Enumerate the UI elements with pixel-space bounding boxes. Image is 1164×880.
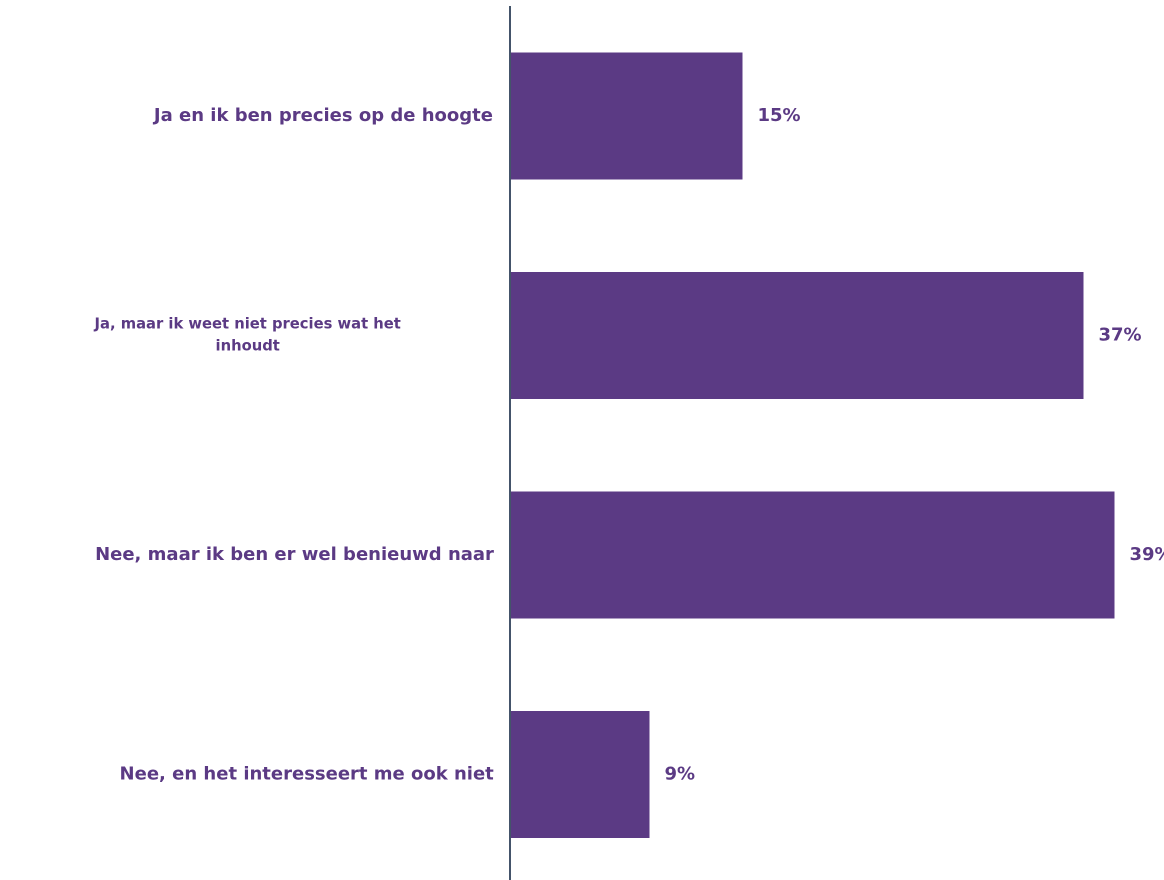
value-label-3: 39% <box>1130 544 1164 565</box>
bar-3 <box>510 491 1115 619</box>
category-label-3: Nee, maar ik ben er wel benieuwd naar <box>95 544 494 565</box>
bar-1 <box>510 52 743 180</box>
category-label-1: Ja en ik ben precies op de hoogte <box>152 105 493 126</box>
bar-2 <box>510 272 1084 399</box>
category-label-4: Nee, en het interesseert me ook niet <box>120 764 495 785</box>
value-labels-group: 15% 37% 39% 9% <box>665 105 1164 785</box>
value-label-2: 37% <box>1099 325 1142 346</box>
value-label-4: 9% <box>665 764 696 785</box>
bar-4 <box>510 711 650 838</box>
category-labels-group: Ja en ik ben precies op de hoogte Ja, maa… <box>94 105 495 785</box>
category-label-2: Ja, maar ik weet niet precies wat het inh… <box>94 316 401 355</box>
value-label-1: 15% <box>758 105 801 126</box>
bars-group <box>510 52 1115 838</box>
